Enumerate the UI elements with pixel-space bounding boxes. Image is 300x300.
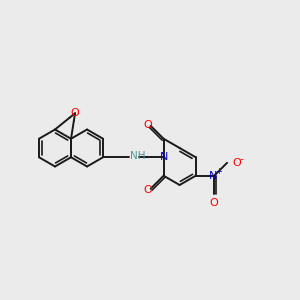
Text: O: O (143, 185, 152, 195)
Text: O: O (210, 198, 218, 208)
Text: N: N (159, 152, 168, 162)
Text: +: + (215, 167, 222, 176)
Text: NH: NH (130, 151, 146, 161)
Text: O: O (71, 108, 80, 118)
Text: O: O (143, 120, 152, 130)
Text: O: O (232, 158, 241, 168)
Text: N: N (209, 171, 217, 181)
Text: -: - (239, 154, 243, 164)
